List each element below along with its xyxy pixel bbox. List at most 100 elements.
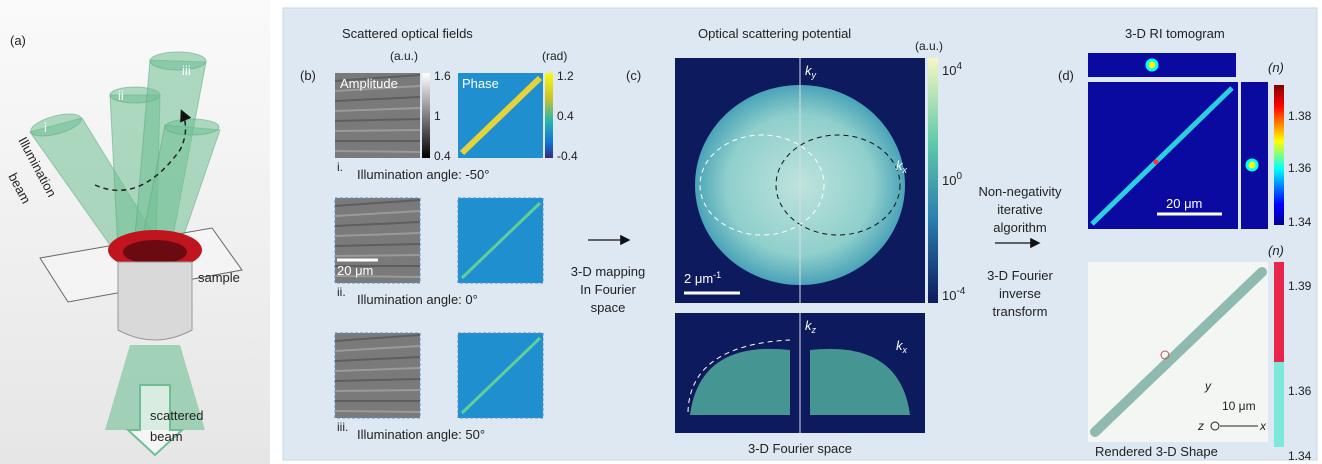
speckle (334, 199, 421, 207)
render-colorbar-low (1274, 362, 1284, 447)
objective (117, 261, 193, 341)
speckle (334, 367, 421, 372)
speckle (334, 243, 421, 247)
text-part: -1 (713, 270, 721, 280)
colorbar-tick: 1.6 (434, 69, 451, 83)
fourier-cap-right (810, 348, 910, 415)
panel-label: (a) (10, 33, 26, 48)
cell-phase (460, 201, 542, 280)
method-text: 3-D Fourier (987, 268, 1053, 283)
panel-title: Scattered optical fields (342, 26, 473, 41)
text-part: 0 (956, 171, 962, 182)
text-part: k (805, 63, 813, 78)
scattered-label: scattered (150, 408, 203, 423)
beam-i-top (30, 113, 82, 137)
axis-label: y (1204, 379, 1212, 393)
tomogram-xz (1088, 53, 1236, 77)
sample-ring-inner (123, 240, 187, 264)
colorbar-tick: 1 (434, 109, 441, 123)
unit-label: (a.u.) (915, 39, 943, 53)
scale-bar-label: 20 μm (337, 263, 373, 278)
cell-spot (1245, 158, 1259, 172)
unit-label: (rad) (542, 49, 567, 63)
text-part: z (811, 325, 817, 335)
cell-body (1090, 86, 1234, 226)
colorbar-tick: 1.36 (1288, 384, 1312, 398)
speckle (334, 345, 421, 352)
speckle (334, 254, 421, 257)
colorbar-tick: 100 (942, 171, 962, 188)
axis-label: kz (805, 318, 817, 335)
colorbar-tick: 0.4 (434, 149, 451, 163)
unit-label: (n) (1268, 60, 1284, 75)
panel-label: (b) (300, 68, 316, 83)
image-label: Amplitude (340, 76, 398, 91)
method-text: algorithm (993, 220, 1046, 235)
speckle (334, 210, 421, 217)
text-part: y (811, 70, 817, 80)
method-text: iterative (997, 202, 1043, 217)
beams (29, 51, 221, 263)
unit-label: (a.u.) (390, 49, 418, 63)
organelle (1160, 350, 1170, 360)
method-text: transform (993, 304, 1048, 319)
render-colorbar-high (1274, 262, 1284, 362)
speckle (334, 410, 421, 413)
mapping-text: 3-D mapping (571, 264, 645, 279)
row-index: i. (337, 160, 343, 174)
speckle (334, 378, 421, 382)
dashed-circle (775, 134, 901, 236)
phase-colorbar (545, 73, 553, 158)
beam-label: iii (182, 63, 191, 78)
amplitude-colorbar (422, 73, 430, 158)
text-part: 10 (942, 288, 956, 303)
colorbar-tick: 1.34 (1288, 449, 1312, 463)
cell-spot (1145, 58, 1159, 72)
colorbar-tick: 1.2 (557, 69, 574, 83)
colorbar-tick: 1.39 (1288, 279, 1312, 293)
speckle (334, 232, 421, 237)
colorbar-tick: 104 (942, 61, 962, 78)
field-rows: i. Illumination angle: -50° ii. Illuminatio… (334, 73, 544, 442)
panel-label: (d) (1058, 68, 1074, 83)
rotation-arrow (94, 109, 192, 192)
panel-title: 3-D RI tomogram (1125, 26, 1225, 41)
scattered-label: beam (150, 429, 183, 444)
cell-phase (459, 75, 543, 156)
mapping-text: space (591, 300, 626, 315)
speckle (334, 129, 421, 132)
down-arrow (125, 384, 185, 457)
beam-iv-top (164, 118, 220, 136)
dashed-arc (687, 339, 791, 413)
colorbar-tick: 1.34 (1288, 215, 1312, 229)
cell-spot (1153, 159, 1159, 165)
row-caption: Illumination angle: 50° (357, 427, 485, 442)
caption: 3-D Fourier space (748, 441, 852, 456)
text-part: 10 (942, 173, 956, 188)
speckle (334, 74, 421, 82)
speckle (334, 221, 421, 227)
colorbar-tick: 10-4 (942, 286, 966, 303)
text-part: 4 (956, 61, 962, 72)
fourier-cap-left (690, 348, 790, 415)
panel-title: Optical scattering potential (698, 26, 851, 41)
mapping-text: In Fourier (580, 282, 636, 297)
method-text: Non-negativity (978, 184, 1062, 199)
method-text: inverse (999, 286, 1041, 301)
axis-label: kx (896, 158, 908, 175)
text-part: k (805, 318, 813, 333)
colorbar-tick: 0.4 (557, 109, 574, 123)
axis-label: ky (805, 63, 817, 80)
scale-bar-label: 2 μm-1 (684, 270, 721, 286)
colorbar-tick: -0.4 (557, 149, 578, 163)
scale-bar-label: 20 μm (1166, 196, 1202, 211)
colorbar-tick: 1.36 (1288, 161, 1312, 175)
colorbar-tick: 1.38 (1288, 109, 1312, 123)
row-index: ii. (337, 285, 346, 299)
speckle (334, 389, 421, 392)
beam-label: ii (118, 88, 124, 103)
cell-phase (460, 336, 542, 415)
